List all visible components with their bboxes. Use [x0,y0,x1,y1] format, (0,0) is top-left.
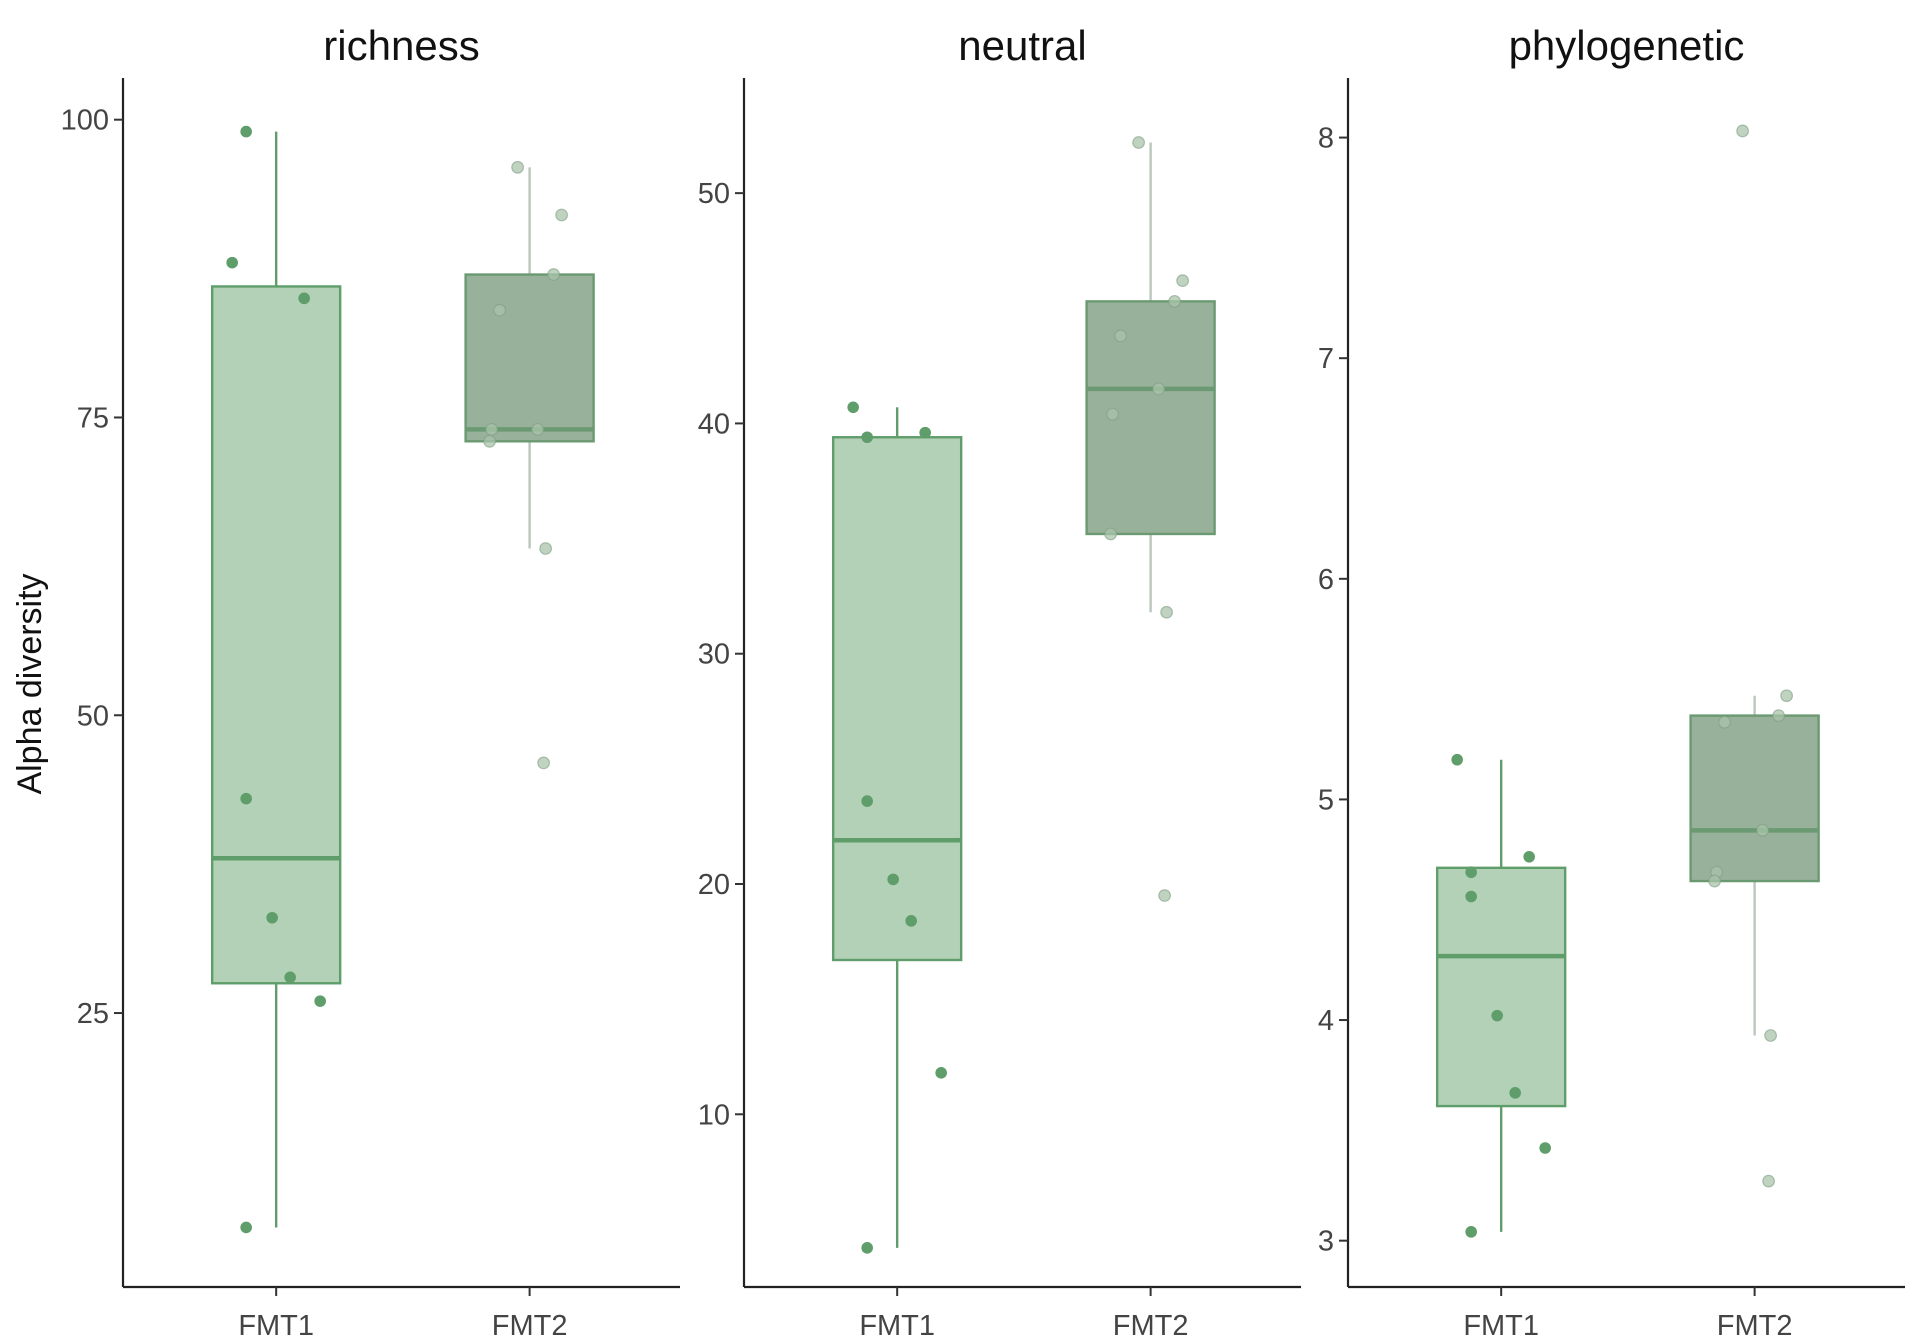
y-tick-label: 25 [77,998,109,1030]
data-point [1152,382,1166,396]
data-point [1718,715,1732,729]
data-point [1780,689,1794,703]
group-fmt2: FMT2 [1689,124,1820,1342]
box [1435,866,1567,1108]
data-point [1772,709,1786,722]
y-tick-label: 75 [77,402,109,434]
group-fmt1: FMT1 [831,401,963,1342]
data-point [919,426,931,439]
data-point [1756,823,1770,837]
y-tick-label: 50 [698,178,730,210]
group-fmt1: FMT1 [210,125,342,1342]
facet-neutral: neutral 10 20 30 40 50 FMT1 FMT2 [698,22,1301,1342]
y-tick-label: 6 [1318,564,1334,596]
data-point [511,160,525,174]
data-point [1509,1087,1521,1099]
facet-title: neutral [958,22,1086,69]
group-fmt2: FMT2 [1085,136,1216,1342]
data-point [1465,1226,1477,1238]
y-tick-label: 10 [698,1099,730,1131]
data-point [1764,1029,1778,1042]
data-point [1539,1142,1551,1154]
group-fmt1: FMT1 [1435,753,1567,1342]
data-point [1465,866,1477,879]
x-tick-label: FMT2 [1113,1310,1189,1342]
data-point [485,422,499,436]
data-point [1451,753,1463,766]
y-tick-label: 40 [698,408,730,440]
box [1689,714,1820,883]
data-point [314,995,326,1007]
box [210,285,342,985]
y-tick-label: 3 [1318,1226,1334,1258]
y-tick-label: 5 [1318,784,1334,816]
data-point [1736,124,1750,138]
x-tick-label: FMT1 [238,1310,314,1342]
data-point [861,795,873,807]
y-tick-label: 50 [77,700,109,732]
data-point [226,256,238,269]
data-point [537,756,551,770]
data-point [1158,889,1172,902]
data-point [1708,874,1722,888]
data-point [905,915,917,927]
group-fmt2: FMT2 [464,160,595,1342]
x-tick-label: FMT1 [859,1310,935,1342]
box [464,273,595,443]
data-point [1491,1009,1503,1022]
data-point [861,431,873,444]
data-point [547,268,561,281]
data-point [1762,1174,1776,1188]
data-point [1168,294,1182,308]
y-tick-label: 20 [698,869,730,901]
data-point [1160,605,1174,619]
data-point [298,292,310,305]
facet-richness: richness 25 50 75 100 FMT1 FMT2 [61,22,680,1342]
box [831,436,963,962]
x-tick-label: FMT2 [1717,1310,1793,1342]
y-tick-label: 4 [1318,1005,1334,1037]
data-point [861,1242,873,1254]
data-point [266,911,278,924]
data-point [1106,407,1120,421]
data-point [284,971,296,984]
data-point [483,434,497,448]
data-point [539,542,553,555]
facet-title: phylogenetic [1509,22,1745,69]
data-point [887,873,899,886]
data-point [1132,136,1146,149]
y-axis-title: Alpha diversity [11,573,49,794]
x-tick-label: FMT1 [1463,1310,1539,1342]
data-point [555,208,569,222]
x-tick-label: FMT2 [492,1310,568,1342]
data-point [240,792,252,805]
facet-phylogenetic: phylogenetic 3 4 5 6 7 8 FMT1 FMT2 [1318,22,1905,1342]
data-point [240,125,252,138]
data-point [1176,274,1190,288]
data-point [847,401,859,414]
data-point [1523,850,1535,863]
y-tick-label: 100 [61,105,109,137]
data-point [1114,329,1128,343]
y-tick-label: 8 [1318,123,1334,155]
y-tick-label: 7 [1318,343,1334,375]
data-point [531,422,545,436]
y-tick-label: 30 [698,639,730,671]
facet-title: richness [323,22,479,69]
data-point [1465,890,1477,903]
data-point [493,303,507,317]
box [1085,300,1216,536]
data-point [1104,527,1118,541]
data-point [935,1067,947,1079]
data-point [240,1221,252,1234]
